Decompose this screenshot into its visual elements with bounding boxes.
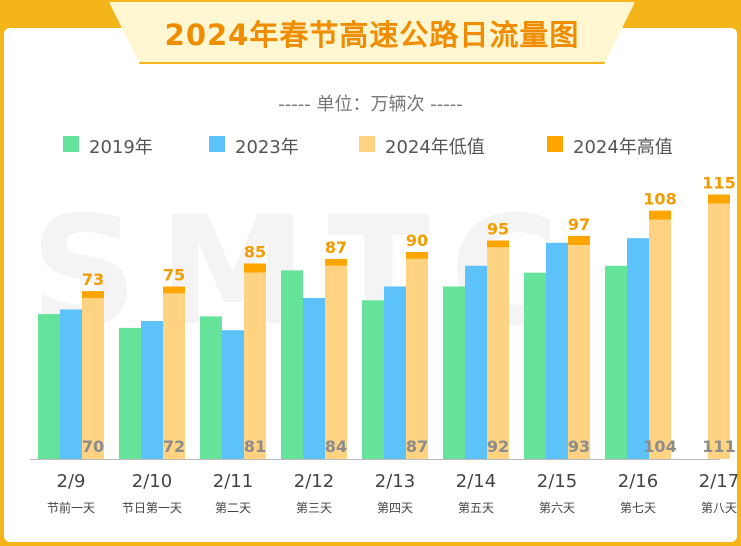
legend-label-2024-low: 2024年低值 xyxy=(385,137,485,158)
legend-label-2023: 2023年 xyxy=(235,137,299,158)
bar-2024-low-2/10 xyxy=(163,293,185,459)
data-label-high-2/17: 115 xyxy=(702,174,735,193)
bar-2019-2/13 xyxy=(362,300,384,459)
data-label-low-2/14: 92 xyxy=(487,437,509,456)
bar-2024-high-2/15 xyxy=(568,235,590,246)
bar-2024-high-2/10 xyxy=(163,286,185,294)
bar-2023-2/16 xyxy=(627,238,649,459)
tick-label-2/10: 2/10 xyxy=(132,471,172,492)
bar-2024-high-2/16 xyxy=(649,210,671,220)
legend-swatch-2019 xyxy=(63,136,79,152)
data-label-low-2/10: 72 xyxy=(163,437,185,456)
bar-2024-high-2/11 xyxy=(244,263,266,273)
tick-sublabel-2/10: 节日第一天 xyxy=(122,501,182,515)
data-label-high-2/13: 90 xyxy=(406,231,428,250)
bar-2024-low-2/14 xyxy=(487,247,509,459)
bar-2024-high-2/12 xyxy=(325,258,347,266)
bar-2024-low-2/9 xyxy=(82,298,104,459)
bar-2019-2/15 xyxy=(524,272,546,459)
legend-label-2019: 2019年 xyxy=(89,137,153,158)
tick-sublabel-2/17: 第八天 xyxy=(701,501,737,515)
chart-title: 2024年春节高速公路日流量图 xyxy=(164,18,580,52)
tick-sublabel-2/9: 节前一天 xyxy=(47,500,95,515)
tick-label-2/9: 2/9 xyxy=(57,471,86,492)
bar-2024-low-2/11 xyxy=(244,272,266,459)
bar-2019-2/16 xyxy=(605,265,627,459)
bar-2023-2/10 xyxy=(141,321,163,459)
bar-2024-low-2/15 xyxy=(568,245,590,459)
bar-2019-2/11 xyxy=(200,316,222,459)
tick-sublabel-2/11: 第二天 xyxy=(215,501,251,515)
tick-sublabel-2/15: 第六天 xyxy=(539,501,575,515)
tick-label-2/12: 2/12 xyxy=(294,471,334,492)
tick-sublabel-2/16: 第七天 xyxy=(620,501,656,515)
data-label-high-2/14: 95 xyxy=(487,220,509,239)
data-label-low-2/9: 70 xyxy=(82,437,104,456)
bar-2024-high-2/14 xyxy=(487,240,509,248)
title-banner xyxy=(108,0,636,64)
data-label-high-2/16: 108 xyxy=(643,190,676,209)
tick-label-2/16: 2/16 xyxy=(618,471,658,492)
bar-2019-2/12 xyxy=(281,270,303,459)
data-label-low-2/13: 87 xyxy=(406,437,428,456)
data-label-high-2/15: 97 xyxy=(568,215,590,234)
tick-label-2/13: 2/13 xyxy=(375,471,415,492)
data-label-low-2/16: 104 xyxy=(643,437,676,456)
legend-swatch-2024-low xyxy=(359,136,375,152)
tick-sublabel-2/14: 第五天 xyxy=(458,501,494,515)
legend-swatch-2023 xyxy=(209,136,225,152)
bar-2023-2/15 xyxy=(546,242,568,459)
bar-2024-low-2/17 xyxy=(708,203,730,459)
bar-2023-2/14 xyxy=(465,265,487,459)
legend-label-2024-high: 2024年高值 xyxy=(573,137,673,158)
data-label-low-2/12: 84 xyxy=(325,437,347,456)
tick-label-2/14: 2/14 xyxy=(456,471,496,492)
tick-sublabel-2/13: 第四天 xyxy=(377,501,413,515)
bar-2024-low-2/12 xyxy=(325,265,347,459)
tick-label-2/17: 2/17 xyxy=(699,471,739,492)
data-label-low-2/11: 81 xyxy=(244,437,266,456)
bar-2019-2/10 xyxy=(119,327,141,459)
data-label-low-2/17: 111 xyxy=(702,437,735,456)
tick-sublabel-2/12: 第三天 xyxy=(296,501,332,515)
tick-label-2/11: 2/11 xyxy=(213,471,253,492)
legend-swatch-2024-high xyxy=(547,136,563,152)
bar-2023-2/9 xyxy=(60,309,82,459)
data-label-high-2/12: 87 xyxy=(325,238,347,257)
unit-label: ----- 单位：万辆次 ----- xyxy=(278,94,463,115)
data-label-high-2/9: 73 xyxy=(82,270,104,289)
bar-2024-high-2/17 xyxy=(708,194,730,204)
bar-2024-high-2/13 xyxy=(406,252,428,259)
bar-2024-high-2/9 xyxy=(82,291,104,298)
bar-2019-2/14 xyxy=(443,286,465,459)
data-label-low-2/15: 93 xyxy=(568,437,590,456)
bar-2024-low-2/16 xyxy=(649,219,671,459)
bar-2023-2/11 xyxy=(222,330,244,459)
bar-2024-low-2/13 xyxy=(406,258,428,459)
tick-label-2/15: 2/15 xyxy=(537,471,577,492)
data-label-high-2/11: 85 xyxy=(244,243,266,262)
bar-2023-2/12 xyxy=(303,298,325,459)
bar-2023-2/13 xyxy=(384,286,406,459)
bar-2019-2/9 xyxy=(38,314,60,459)
data-label-high-2/10: 75 xyxy=(163,266,185,285)
